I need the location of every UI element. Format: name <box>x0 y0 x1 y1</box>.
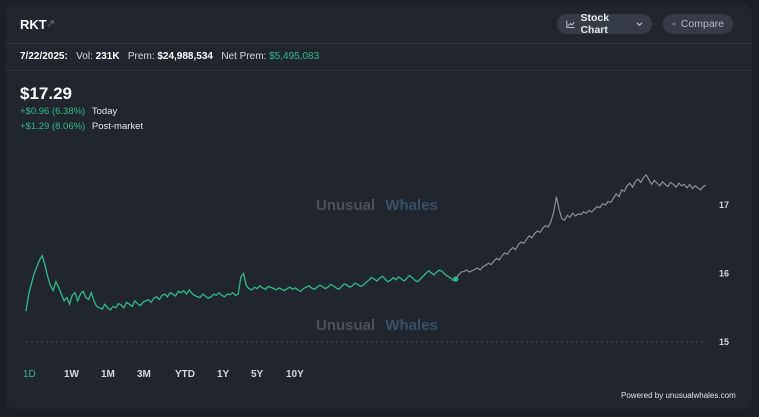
post-market-change: +$1.29 (8.06%) <box>20 121 86 132</box>
y-axis: 17 16 15 <box>719 200 729 347</box>
net-prem-label: Net Prem: <box>221 51 267 62</box>
range-5y-button[interactable]: 5Y <box>251 369 264 380</box>
today-change-row: +$0.96 (6.38%) Today <box>20 106 117 117</box>
current-price: $17.29 <box>20 84 72 103</box>
powered-by: Powered by unusualwhales.com <box>621 391 736 400</box>
watermark-part-whales: Whales <box>385 197 438 214</box>
stats-date: 7/22/2025: <box>20 51 68 62</box>
watermark-part-unusual: Unusual <box>316 197 375 214</box>
line-chart-icon <box>566 20 575 28</box>
y-tick-label: 16 <box>719 269 729 279</box>
price-chart[interactable]: Unusual Whales Unusual Whales 17 16 15 <box>6 5 752 409</box>
ticker-symbol[interactable]: RKT <box>20 17 47 32</box>
vol-label: Vol: <box>76 51 93 62</box>
net-prem-value: $5,495,083 <box>269 51 320 62</box>
watermark-part-unusual: Unusual <box>316 317 375 334</box>
watermark-part-whales: Whales <box>385 317 438 334</box>
range-3m-button[interactable]: 3M <box>137 369 151 380</box>
range-ytd-button[interactable]: YTD <box>175 369 195 380</box>
post-change-row: +$1.29 (8.06%) Post-market <box>20 121 143 132</box>
range-1d-button[interactable]: 1D <box>23 369 36 380</box>
prem-label: Prem: <box>127 51 155 62</box>
shuffle-icon <box>672 22 676 26</box>
watermark-bottom: Unusual Whales <box>316 317 438 334</box>
stats-bar: 7/22/2025: Vol: 231K Prem: $24,988,534 N… <box>6 43 752 71</box>
today-label: Today <box>91 106 118 117</box>
post-market-line <box>455 173 707 280</box>
today-change: +$0.96 (6.38%) <box>20 106 86 117</box>
post-market-label: Post-market <box>91 121 144 132</box>
compare-button[interactable]: Compare <box>663 14 733 34</box>
vol-value: 231K <box>95 51 120 62</box>
card-header: RKT ↗ Stock Chart Compare <box>6 5 752 43</box>
prem-value: $24,988,534 <box>157 51 213 62</box>
compare-label: Compare <box>680 18 724 30</box>
range-1w-button[interactable]: 1W <box>64 369 79 380</box>
regular-session-line <box>25 254 457 312</box>
y-tick-label: 17 <box>719 200 729 210</box>
stock-chart-label: Stock Chart <box>580 12 610 36</box>
y-tick-label: 15 <box>719 337 729 347</box>
chevron-down-icon <box>636 22 643 27</box>
external-link-icon[interactable]: ↗ <box>46 18 56 30</box>
range-1y-button[interactable]: 1Y <box>217 369 230 380</box>
stock-chart-dropdown[interactable]: Stock Chart <box>557 12 652 36</box>
chart-card: RKT ↗ Stock Chart Compare 7/22/2025: <box>6 5 752 409</box>
watermark-top: Unusual Whales <box>316 197 438 214</box>
range-10y-button[interactable]: 10Y <box>286 369 304 380</box>
range-1m-button[interactable]: 1M <box>101 369 115 380</box>
session-marker <box>453 276 459 282</box>
